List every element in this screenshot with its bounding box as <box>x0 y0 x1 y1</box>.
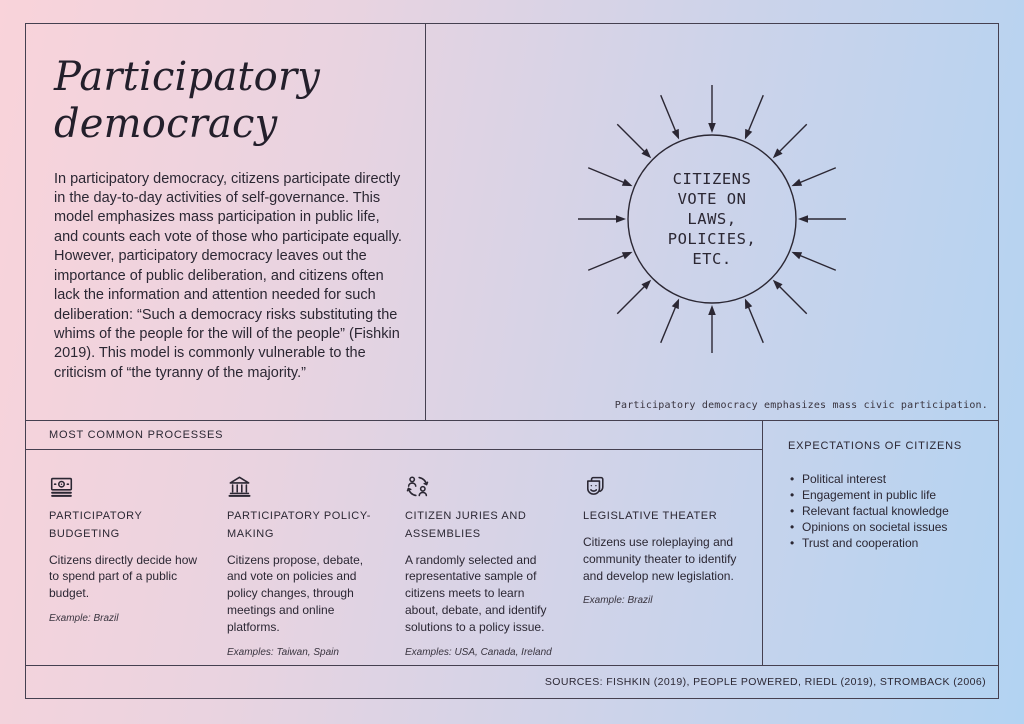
process-example: Examples: Taiwan, Spain <box>227 646 339 658</box>
process-description: Citizens use roleplaying and community t… <box>583 535 737 583</box>
process-card-legislative-theater: LEGISLATIVE THEATER Citizens use rolepla… <box>583 474 739 664</box>
banknote-icon <box>49 474 74 499</box>
process-description: Citizens propose, debate, and vote on po… <box>227 552 364 634</box>
expectation-item: Engagement in public life <box>788 487 988 503</box>
process-example: Example: Brazil <box>583 595 653 607</box>
expectations-heading: EXPECTATIONS OF CITIZENS <box>788 440 963 453</box>
theater-masks-icon <box>583 474 608 499</box>
expectation-item: Trust and cooperation <box>788 535 988 551</box>
expectations-panel: EXPECTATIONS OF CITIZENS Political inter… <box>763 421 998 664</box>
government-building-icon <box>227 474 252 499</box>
expectation-item: Political interest <box>788 471 988 487</box>
page-title: Participatory democracy <box>54 54 321 147</box>
process-description: Citizens directly decide how to spend pa… <box>49 552 198 601</box>
intro-panel: Participatory democracy In participatory… <box>26 24 426 421</box>
process-example: Examples: USA, Canada, Ireland <box>405 646 552 658</box>
expectations-list: Political interest Engagement in public … <box>788 471 988 551</box>
process-title: CITIZEN JURIES AND ASSEMBLIES <box>405 510 527 540</box>
top-row: Participatory democracy In participatory… <box>26 24 998 422</box>
diagram-panel: CITIZENS VOTE ON LAWS, POLICIES, ETC. Pa… <box>426 24 998 420</box>
people-exchange-icon <box>405 474 430 499</box>
process-example: Example: Brazil <box>49 612 119 624</box>
process-card-participatory-policy-making: PARTICIPATORY POLICY-MAKING Citizens pro… <box>227 474 383 664</box>
expectation-item: Relevant factual knowledge <box>788 503 988 519</box>
processes-header: MOST COMMON PROCESSES <box>26 421 762 451</box>
process-description: A randomly selected and representative s… <box>405 552 547 634</box>
sources-text: SOURCES: FISHKIN (2019), PEOPLE POWERED,… <box>544 675 986 688</box>
process-card-citizen-juries: CITIZEN JURIES AND ASSEMBLIES A randomly… <box>405 474 561 664</box>
expectation-item: Opinions on societal issues <box>788 519 988 535</box>
processes-columns: PARTICIPATORY BUDGETING Citizens directl… <box>26 450 762 664</box>
diagram-circle-label: CITIZENS VOTE ON LAWS, POLICIES, ETC. <box>667 170 757 268</box>
process-title: LEGISLATIVE THEATER <box>583 510 718 523</box>
intro-paragraph: In participatory democracy, citizens par… <box>54 170 402 381</box>
footer-bar: SOURCES: FISHKIN (2019), PEOPLE POWERED,… <box>26 664 998 698</box>
processes-panel: MOST COMMON PROCESSES <box>26 421 763 665</box>
middle-row: MOST COMMON PROCESSES <box>26 421 998 665</box>
poster-frame: Participatory democracy In participatory… <box>25 23 999 699</box>
inward-arrows-diagram <box>578 85 846 353</box>
process-title: PARTICIPATORY POLICY-MAKING <box>227 510 372 540</box>
process-card-participatory-budgeting: PARTICIPATORY BUDGETING Citizens directl… <box>49 474 205 664</box>
process-title: PARTICIPATORY BUDGETING <box>49 510 143 540</box>
processes-heading: MOST COMMON PROCESSES <box>49 429 224 442</box>
diagram-caption: Participatory democracy emphasizes mass … <box>614 400 988 412</box>
